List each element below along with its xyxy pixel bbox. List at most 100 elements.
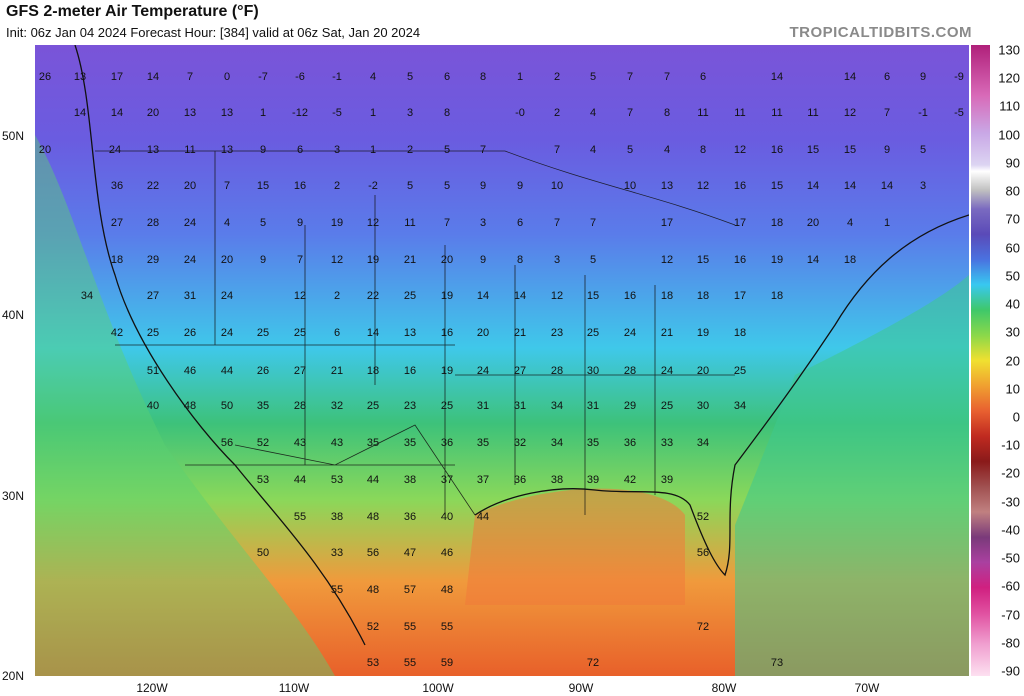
temperature-value: 11 xyxy=(734,107,745,119)
temperature-value: 53 xyxy=(331,474,343,486)
temperature-value: 30 xyxy=(697,400,709,412)
temperature-value: 27 xyxy=(147,290,159,302)
temperature-value: 32 xyxy=(331,400,343,412)
temperature-value: 5 xyxy=(444,144,450,156)
temperature-value: 7 xyxy=(224,180,230,192)
temperature-value: 24 xyxy=(109,144,121,156)
temperature-value: 15 xyxy=(587,290,599,302)
temperature-value: -9 xyxy=(954,71,964,83)
temperature-value: 14 xyxy=(477,290,489,302)
colorbar-tick: -40 xyxy=(1001,522,1020,538)
temperature-value: 24 xyxy=(661,365,673,377)
temperature-value: 12 xyxy=(294,290,306,302)
temperature-value: 26 xyxy=(257,365,269,377)
temperature-value: 7 xyxy=(627,71,633,83)
temperature-value: 31 xyxy=(184,290,196,302)
temperature-value: 2 xyxy=(554,71,560,83)
temperature-value: 7 xyxy=(884,107,890,119)
temperature-value: 7 xyxy=(187,71,193,83)
temperature-value: 14 xyxy=(807,180,819,192)
temperature-value: 4 xyxy=(590,107,596,119)
temperature-value: 56 xyxy=(697,547,709,559)
temperature-value: -0 xyxy=(515,107,525,119)
temperature-value: 6 xyxy=(297,144,303,156)
temperature-value: 14 xyxy=(514,290,526,302)
temperature-value: 3 xyxy=(480,217,486,229)
temperature-value: 6 xyxy=(334,327,340,339)
temperature-value: 16 xyxy=(441,327,453,339)
temperature-value: 14 xyxy=(74,107,86,119)
temperature-value: 73 xyxy=(771,657,783,669)
temperature-value: 13 xyxy=(404,327,416,339)
border-lines xyxy=(95,150,736,516)
temperature-value: 30 xyxy=(587,365,599,377)
temperature-value: 25 xyxy=(257,327,269,339)
colorbar-tick: 70 xyxy=(1005,211,1020,227)
temperature-value: 6 xyxy=(444,71,450,83)
temperature-value: 16 xyxy=(771,144,783,156)
temperature-value: 20 xyxy=(184,180,196,192)
temperature-value: 1 xyxy=(260,107,266,119)
temperature-value: 14 xyxy=(844,71,856,83)
temperature-value: 29 xyxy=(147,254,159,266)
colorbar-tick: 30 xyxy=(1005,324,1020,340)
temperature-value: -1 xyxy=(918,107,928,119)
temperature-value: 1 xyxy=(517,71,523,83)
temperature-value: 22 xyxy=(367,290,379,302)
temperature-value: 8 xyxy=(444,107,450,119)
temperature-value: 27 xyxy=(294,365,306,377)
temperature-value: 32 xyxy=(514,437,526,449)
temperature-value: 52 xyxy=(367,621,379,633)
temperature-value: 40 xyxy=(441,511,453,523)
temperature-value: 15 xyxy=(257,180,269,192)
temperature-value: -5 xyxy=(954,107,964,119)
temperature-value: 11 xyxy=(807,107,818,119)
temperature-value: 6 xyxy=(700,71,706,83)
temperature-value: 9 xyxy=(920,71,926,83)
temperature-value: 13 xyxy=(221,107,233,119)
temperature-value: 36 xyxy=(111,180,123,192)
map-overlay: 26 13 17 14 7 0 -7 -6 -1 4 5 6 8 1 2 5 7 7 6 14 14 6 9 -914 14 20… xyxy=(35,45,969,676)
temperature-value: 20 xyxy=(807,217,819,229)
temperature-value: 42 xyxy=(624,474,636,486)
temperature-value: 35 xyxy=(404,437,416,449)
temperature-value: 46 xyxy=(441,547,453,559)
colorbar-tick: 130 xyxy=(998,42,1020,58)
temperature-value: 17 xyxy=(661,217,673,229)
temperature-value: 18 xyxy=(771,290,783,302)
temperature-value: 19 xyxy=(771,254,783,266)
temperature-value: 16 xyxy=(294,180,306,192)
temperature-value: 16 xyxy=(624,290,636,302)
temperature-value: 4 xyxy=(664,144,670,156)
temperature-value: 55 xyxy=(331,584,343,596)
temperature-value: 9 xyxy=(884,144,890,156)
temperature-value: 8 xyxy=(664,107,670,119)
temperature-value: 7 xyxy=(554,144,560,156)
temperature-value: 34 xyxy=(697,437,709,449)
coastline xyxy=(74,45,969,646)
temperature-value: 9 xyxy=(260,254,266,266)
temperature-value: 24 xyxy=(221,290,233,302)
temperature-value: 39 xyxy=(661,474,673,486)
temperature-value: 26 xyxy=(39,71,51,83)
temperature-value: 24 xyxy=(624,327,636,339)
temperature-value: 33 xyxy=(331,547,343,559)
temperature-value: 3 xyxy=(334,144,340,156)
map-title: GFS 2-meter Air Temperature (°F) xyxy=(6,3,259,20)
temperature-value: 27 xyxy=(514,365,526,377)
temperature-value: 1 xyxy=(370,107,376,119)
temperature-value: 34 xyxy=(551,400,563,412)
temperature-value: 48 xyxy=(367,584,379,596)
temperature-value: 3 xyxy=(554,254,560,266)
lon-label: 120W xyxy=(136,681,168,695)
temperature-value: 0 xyxy=(224,71,230,83)
temperature-value: 20 xyxy=(221,254,233,266)
temperature-value: 18 xyxy=(661,290,673,302)
temperature-value: 26 xyxy=(184,327,196,339)
lon-label: 70W xyxy=(854,681,880,695)
colorbar-tick: -60 xyxy=(1001,578,1020,594)
temperature-value: -1 xyxy=(332,71,342,83)
temperature-value: 11 xyxy=(771,107,782,119)
temperature-value: -2 xyxy=(368,180,378,192)
temperature-value: 40 xyxy=(147,400,159,412)
